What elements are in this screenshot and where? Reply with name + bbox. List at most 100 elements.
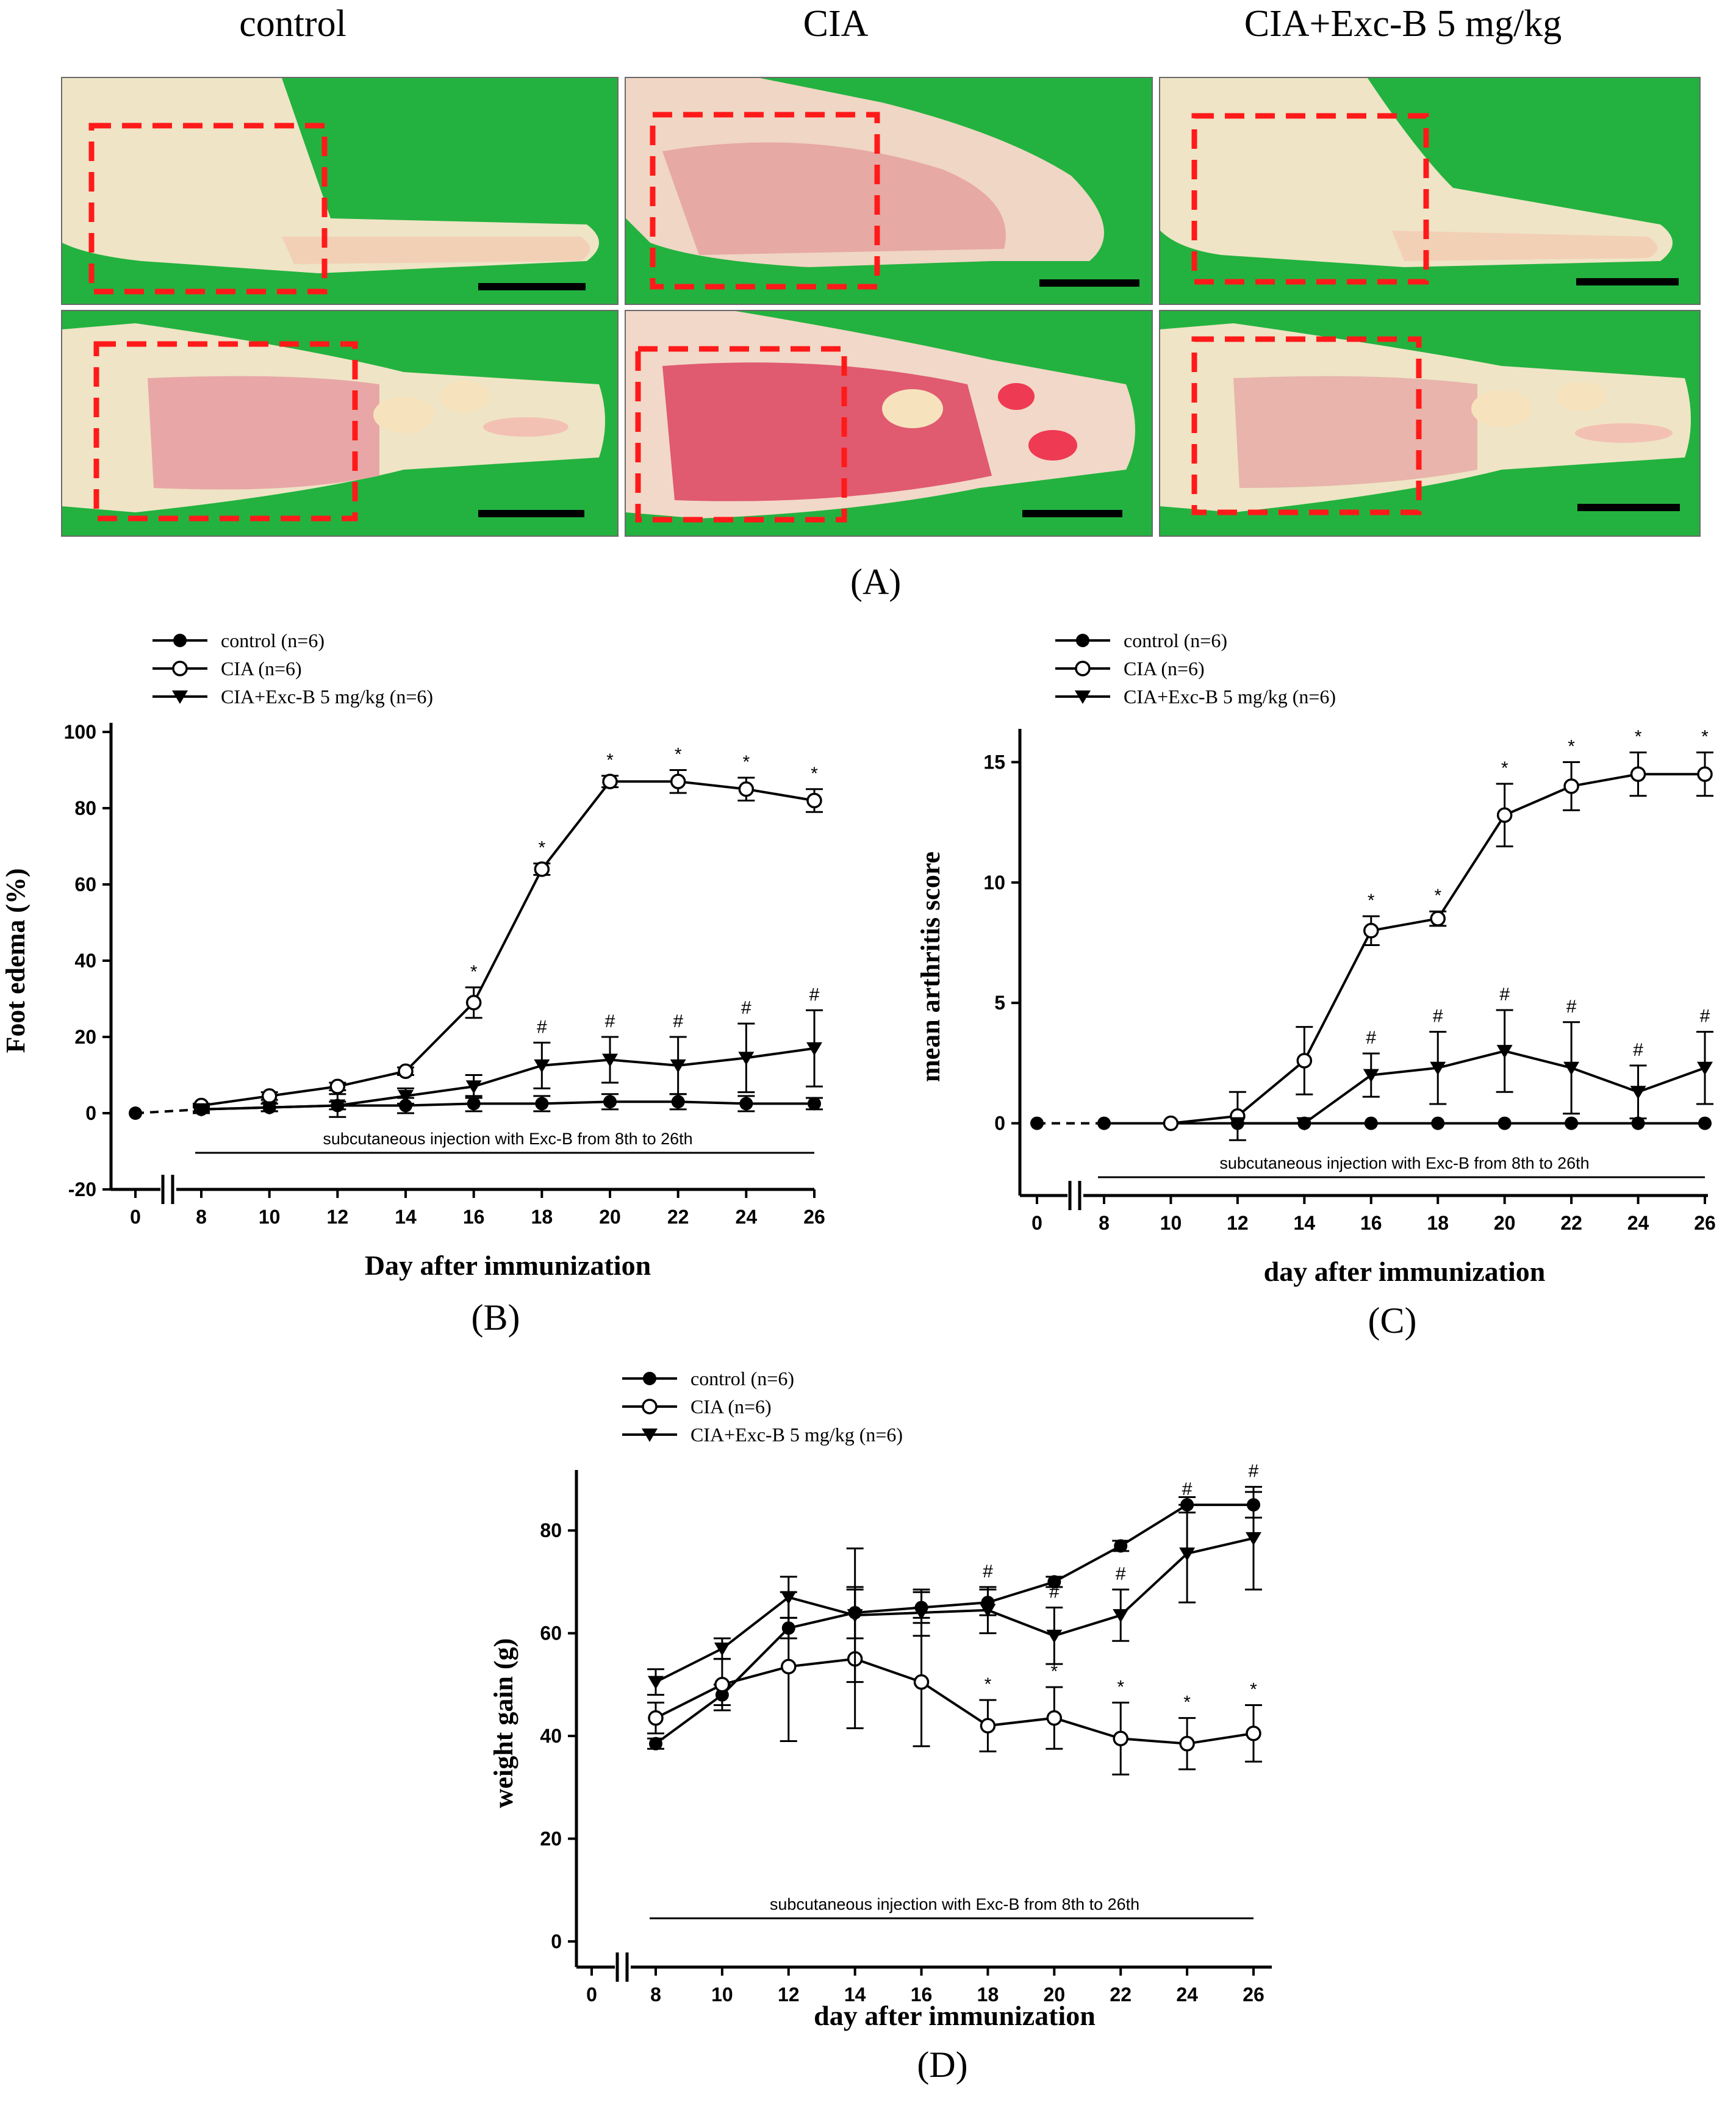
- series-line: [1437, 814, 1506, 920]
- data-point: [847, 1609, 863, 1623]
- significance-mark: #: [1633, 1040, 1643, 1060]
- x-tick-label: 12: [778, 1984, 800, 2006]
- series-line: [1186, 1536, 1254, 1555]
- photo-control-plantar: [61, 310, 619, 537]
- legend-marker-filled-circle: [643, 1372, 656, 1385]
- data-point: [1030, 1116, 1044, 1130]
- x-tick-label: 26: [1243, 1984, 1264, 2006]
- x-tick-label: 18: [531, 1206, 553, 1228]
- significance-mark: #: [1433, 1006, 1443, 1027]
- chart-b: control (n=6) CIA (n=6) CIA+Exc-B 5 mg/kg …: [1, 629, 825, 1338]
- significance-mark: *: [742, 752, 750, 772]
- significance-mark: *: [1050, 1662, 1058, 1682]
- injection-note: subcutaneous injection with Exc-B from 8…: [770, 1895, 1139, 1913]
- photo-excb-lateral: [1159, 77, 1701, 305]
- data-point: [1431, 1116, 1445, 1130]
- data-point: [129, 1106, 142, 1120]
- y-tick-label: 80: [74, 797, 96, 819]
- data-point: [806, 1042, 822, 1056]
- legend: control (n=6) CIA (n=6) CIA+Exc-B 5 mg/kg …: [152, 629, 433, 708]
- data-point: [780, 1591, 797, 1605]
- data-point: [329, 1078, 346, 1094]
- series-line: [405, 1085, 474, 1097]
- data-point: [534, 861, 550, 877]
- data-point: [1046, 1629, 1063, 1643]
- legend-label: control (n=6): [221, 629, 325, 651]
- significance-mark: #: [1182, 1479, 1193, 1499]
- series-line: [1371, 917, 1438, 932]
- y-tick-label: 60: [74, 873, 96, 895]
- data-point: [1047, 1575, 1061, 1589]
- data-point: [648, 1676, 664, 1690]
- series-line: [1504, 785, 1572, 817]
- significance-mark: #: [605, 1011, 615, 1031]
- data-point: [1430, 1061, 1446, 1075]
- series-line: [721, 1627, 790, 1696]
- x-axis-label: day after immunization: [1264, 1256, 1546, 1287]
- series-line: [722, 1665, 789, 1686]
- data-point: [1246, 1726, 1261, 1741]
- data-point: [261, 1101, 278, 1115]
- series-filled-triangle-down: # # # # #: [647, 1461, 1262, 1696]
- series-line: [269, 1085, 338, 1097]
- legend-marker-open-circle: [1075, 661, 1091, 676]
- significance-mark: *: [675, 745, 682, 765]
- series-line: [655, 1694, 723, 1745]
- data-point: [1631, 1116, 1645, 1130]
- data-point: [1563, 778, 1579, 794]
- x-tick-label: 8: [196, 1206, 207, 1228]
- series-line: [201, 1106, 270, 1111]
- y-tick-label: 0: [994, 1113, 1005, 1135]
- legend-label: CIA+Exc-B 5 mg/kg (n=6): [690, 1424, 903, 1446]
- legend-label: CIA+Exc-B 5 mg/kg (n=6): [221, 686, 433, 708]
- data-point: [980, 1718, 996, 1733]
- data-point: [1163, 1115, 1179, 1131]
- significance-mark: #: [983, 1561, 993, 1582]
- x-tick-label: 20: [599, 1206, 621, 1228]
- series-line: [921, 1608, 988, 1614]
- series-line: [1236, 1059, 1305, 1117]
- x-tick-label: 14: [1294, 1212, 1316, 1234]
- series-line: [269, 1104, 338, 1109]
- data-point: [1296, 1053, 1313, 1069]
- data-point: [1497, 1116, 1512, 1130]
- x-tick-label: 16: [911, 1984, 933, 2006]
- significance-mark: *: [811, 764, 818, 784]
- x-axis-label: day after immunization: [814, 2000, 1096, 2031]
- series-line: [540, 781, 611, 870]
- data-point: [398, 1063, 414, 1079]
- data-point: [670, 1059, 686, 1073]
- series-line: [1119, 1552, 1188, 1616]
- data-point: [1697, 1061, 1713, 1075]
- data-point: [1496, 1045, 1513, 1059]
- legend-label: CIA+Exc-B 5 mg/kg (n=6): [1124, 686, 1336, 708]
- legend-marker-filled-circle: [1076, 634, 1089, 647]
- significance-mark: #: [809, 984, 820, 1005]
- data-point: [465, 1080, 482, 1094]
- data-point: [602, 773, 618, 789]
- series-line: [678, 1100, 747, 1105]
- chart-d: control (n=6) CIA (n=6) CIA+Exc-B 5 mg/kg …: [489, 1368, 1272, 2085]
- series-line: [1053, 1716, 1121, 1740]
- series-line: [1120, 1504, 1188, 1547]
- series-line: [678, 780, 747, 790]
- column-title-cia-excb: CIA+Exc-B 5 mg/kg: [1244, 3, 1562, 45]
- y-axis-label: mean arthritis score: [916, 851, 945, 1082]
- series-line: [987, 1580, 1055, 1604]
- significance-mark: *: [606, 750, 614, 770]
- x-tick-label: 24: [1176, 1984, 1198, 2006]
- series-line: [988, 1716, 1055, 1727]
- panel-label: (C): [1368, 1300, 1417, 1341]
- significance-mark: #: [1116, 1564, 1126, 1584]
- injection-note: subcutaneous injection with Exc-B from 8…: [323, 1130, 692, 1148]
- data-point: [1363, 923, 1379, 939]
- data-point: [534, 1059, 550, 1073]
- series-line: [1437, 1050, 1505, 1069]
- x-tick-label: 10: [711, 1984, 733, 2006]
- data-point: [1630, 1086, 1646, 1100]
- series-line: [472, 869, 543, 1003]
- series-line: [609, 1058, 678, 1067]
- data-point: [1229, 1117, 1246, 1131]
- series-line: [855, 1611, 922, 1617]
- x-tick-label: 12: [327, 1206, 349, 1228]
